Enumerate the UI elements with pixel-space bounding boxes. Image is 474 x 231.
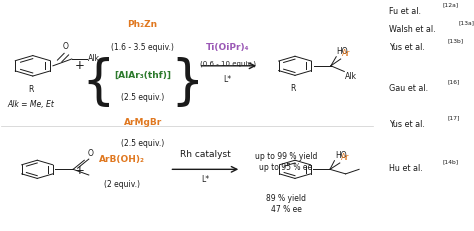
Text: (2.5 equiv.): (2.5 equiv.) <box>121 93 164 102</box>
Text: Ar: Ar <box>341 153 350 162</box>
Text: Ti(OiPr)₄: Ti(OiPr)₄ <box>206 43 249 52</box>
Text: O: O <box>87 149 93 158</box>
Text: R: R <box>28 85 33 94</box>
Text: {: { <box>81 57 115 109</box>
Text: (2.5 equiv.): (2.5 equiv.) <box>121 139 164 148</box>
Text: [17]: [17] <box>447 116 460 121</box>
Text: Hu et al.: Hu et al. <box>389 164 423 173</box>
Text: [AlAr₃(thf)]: [AlAr₃(thf)] <box>114 70 171 79</box>
Text: L*: L* <box>201 175 210 184</box>
Text: Yus et al.: Yus et al. <box>389 43 425 52</box>
Text: Alk = Me, Et: Alk = Me, Et <box>7 100 54 109</box>
Text: O: O <box>63 42 68 51</box>
Text: (2 equiv.): (2 equiv.) <box>104 180 140 188</box>
Text: [13a]: [13a] <box>458 20 474 25</box>
Text: [14b]: [14b] <box>442 159 458 164</box>
Text: Ar: Ar <box>342 49 351 58</box>
Text: up to 99 % yield
up to 95 % ee: up to 99 % yield up to 95 % ee <box>255 152 317 172</box>
Text: +: + <box>75 59 85 72</box>
Text: +: + <box>75 164 85 177</box>
Text: }: } <box>171 57 204 109</box>
Text: [13b]: [13b] <box>447 38 464 43</box>
Text: ArMgBr: ArMgBr <box>123 118 162 127</box>
Text: Alk: Alk <box>345 72 357 81</box>
Text: HO: HO <box>337 47 348 56</box>
Text: Yus et al.: Yus et al. <box>389 120 425 129</box>
Text: [12a]: [12a] <box>442 2 458 7</box>
Text: L*: L* <box>224 75 232 84</box>
Text: Fu et al.: Fu et al. <box>389 7 421 16</box>
Text: ArB(OH)₂: ArB(OH)₂ <box>100 155 146 164</box>
Text: [16]: [16] <box>447 79 460 84</box>
Text: Ph₂Zn: Ph₂Zn <box>128 20 158 29</box>
Text: Walsh et al.: Walsh et al. <box>389 25 436 34</box>
Text: Alk: Alk <box>88 55 100 64</box>
Text: Rh catalyst: Rh catalyst <box>180 150 231 159</box>
Text: R: R <box>290 85 295 94</box>
Text: HO: HO <box>335 151 347 160</box>
Text: 89 % yield
47 % ee: 89 % yield 47 % ee <box>266 194 306 214</box>
Text: Gau et al.: Gau et al. <box>389 84 428 93</box>
Text: (0.6 - 10 equiv.): (0.6 - 10 equiv.) <box>200 60 256 67</box>
Text: (1.6 - 3.5 equiv.): (1.6 - 3.5 equiv.) <box>111 43 174 52</box>
